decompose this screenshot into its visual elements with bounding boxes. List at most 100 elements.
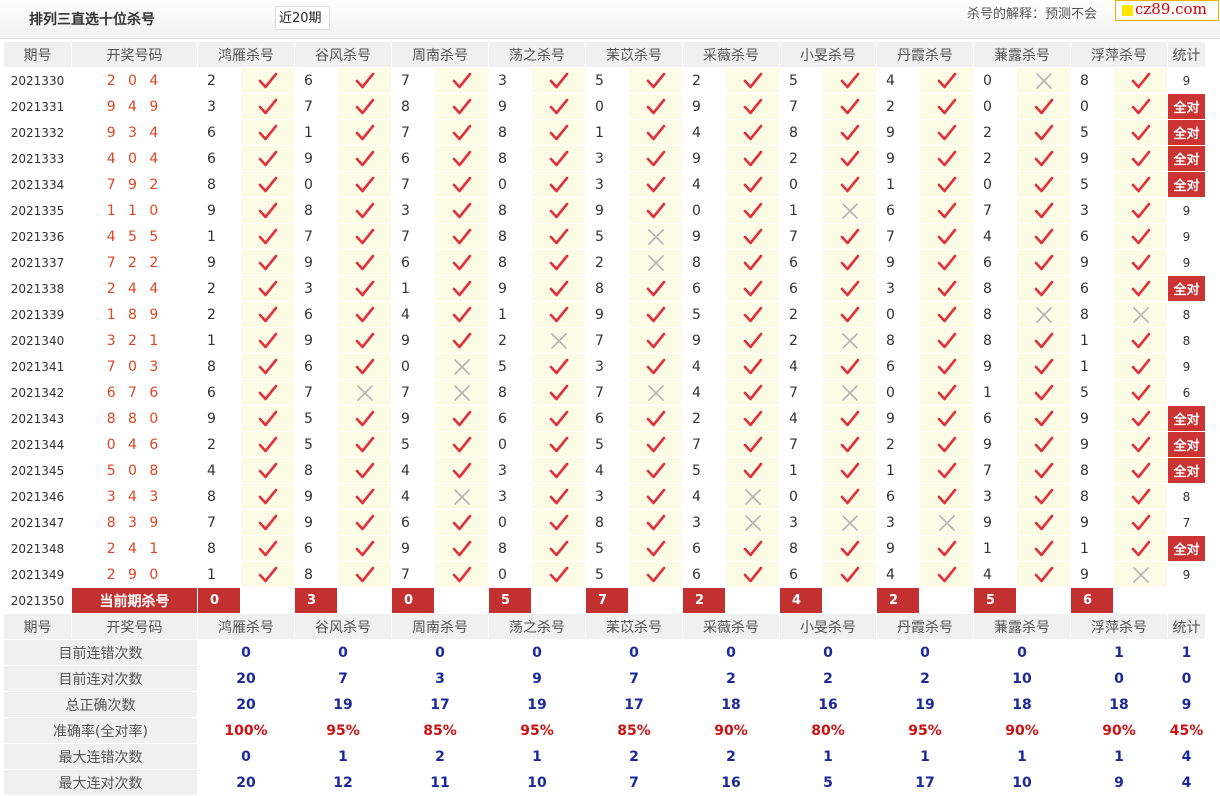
draw-number: 2 9 0 bbox=[71, 561, 198, 588]
kill-number: 2 bbox=[779, 327, 823, 354]
check-icon bbox=[840, 358, 859, 374]
result-mark bbox=[531, 509, 586, 536]
kill-number: 4 bbox=[779, 405, 823, 432]
result-mark bbox=[434, 535, 489, 562]
summary-value: 0 bbox=[1167, 665, 1206, 692]
check-icon bbox=[258, 124, 277, 140]
check-icon bbox=[646, 514, 665, 530]
result-mark bbox=[919, 405, 974, 432]
result-mark bbox=[531, 171, 586, 198]
kill-number: 6 bbox=[682, 535, 726, 562]
kill-number: 8 bbox=[197, 535, 241, 562]
draw-number: 8 3 9 bbox=[71, 509, 198, 536]
summary-value: 85% bbox=[391, 717, 489, 744]
check-icon bbox=[840, 124, 859, 140]
summary-value: 17 bbox=[391, 691, 489, 718]
summary-value: 2 bbox=[876, 665, 974, 692]
summary-value: 7 bbox=[585, 665, 683, 692]
result-mark bbox=[434, 197, 489, 224]
kill-number: 1 bbox=[197, 561, 241, 588]
summary-label: 总正确次数 bbox=[3, 691, 198, 718]
draw-number: 0 4 6 bbox=[71, 431, 198, 458]
check-icon bbox=[840, 410, 859, 426]
result-mark bbox=[240, 119, 295, 146]
check-icon bbox=[355, 150, 374, 166]
issue-number: 2021342 bbox=[3, 379, 72, 406]
kill-number: 1 bbox=[779, 197, 823, 224]
kill-number: 2 bbox=[779, 145, 823, 172]
kill-number: 6 bbox=[1070, 275, 1114, 302]
result-mark bbox=[240, 431, 295, 458]
result-mark bbox=[919, 145, 974, 172]
kill-number: 6 bbox=[876, 483, 920, 510]
current-kill-spacer bbox=[434, 587, 489, 614]
result-mark bbox=[725, 119, 780, 146]
kill-number: 4 bbox=[391, 483, 435, 510]
check-icon bbox=[937, 332, 956, 348]
draw-number: 8 8 0 bbox=[71, 405, 198, 432]
result-mark bbox=[434, 145, 489, 172]
kill-number: 4 bbox=[682, 483, 726, 510]
kill-number: 9 bbox=[682, 223, 726, 250]
site-logo[interactable]: cz89.com bbox=[1115, 0, 1219, 21]
current-kill-number: 0 bbox=[391, 587, 435, 614]
kill-number: 5 bbox=[294, 405, 338, 432]
kill-number: 8 bbox=[1070, 457, 1114, 484]
kill-number: 3 bbox=[682, 509, 726, 536]
kill-number: 6 bbox=[391, 509, 435, 536]
kill-number: 5 bbox=[1070, 119, 1114, 146]
kill-number: 1 bbox=[973, 535, 1017, 562]
check-icon bbox=[1131, 72, 1150, 88]
kill-number: 9 bbox=[876, 405, 920, 432]
check-icon bbox=[743, 124, 762, 140]
result-mark bbox=[725, 457, 780, 484]
kill-number: 7 bbox=[391, 379, 435, 406]
result-mark bbox=[531, 327, 586, 354]
kill-number: 0 bbox=[779, 483, 823, 510]
result-mark bbox=[337, 561, 392, 588]
kill-number: 6 bbox=[682, 561, 726, 588]
col-issue-header: 期号 bbox=[3, 613, 72, 640]
check-icon bbox=[937, 436, 956, 452]
summary-value: 2 bbox=[779, 665, 877, 692]
summary-value: 18 bbox=[1070, 691, 1168, 718]
row-stat: 9 bbox=[1167, 353, 1206, 380]
summary-value: 10 bbox=[973, 665, 1071, 692]
result-mark bbox=[919, 431, 974, 458]
kill-number: 6 bbox=[973, 405, 1017, 432]
check-icon bbox=[452, 410, 471, 426]
col-expert-header: 丹霞杀号 bbox=[876, 41, 974, 68]
result-mark bbox=[1016, 119, 1071, 146]
explain-text: 杀号的解释：预测不会 bbox=[967, 7, 1098, 22]
result-mark bbox=[1113, 171, 1168, 198]
result-mark bbox=[434, 457, 489, 484]
kill-number: 9 bbox=[294, 249, 338, 276]
cross-icon bbox=[1132, 566, 1149, 583]
check-icon bbox=[258, 462, 277, 478]
kill-number: 6 bbox=[585, 405, 629, 432]
kill-number: 6 bbox=[488, 405, 532, 432]
kill-number: 6 bbox=[294, 301, 338, 328]
current-kill-spacer bbox=[337, 587, 392, 614]
summary-value: 2 bbox=[682, 665, 780, 692]
row-stat: 9 bbox=[1167, 223, 1206, 250]
result-mark bbox=[919, 353, 974, 380]
result-mark bbox=[628, 561, 683, 588]
top-bar: 排列三直选十位杀号 近20期 杀号的解释：预测不会 cz89.com bbox=[0, 0, 1220, 39]
col-draw-header: 开奖号码 bbox=[71, 613, 198, 640]
result-mark bbox=[822, 249, 877, 276]
check-icon bbox=[1034, 280, 1053, 296]
row-stat: 全对 bbox=[1167, 535, 1206, 562]
draw-number: 3 4 3 bbox=[71, 483, 198, 510]
period-select[interactable]: 近20期 bbox=[275, 6, 330, 30]
summary-row: 目前连对次数 20 7 3 9 7 2 2 2 10 0 0 bbox=[3, 665, 1206, 692]
kill-number: 1 bbox=[1070, 535, 1114, 562]
current-label: 当前期杀号 bbox=[71, 587, 198, 614]
result-mark bbox=[628, 301, 683, 328]
check-icon bbox=[1131, 176, 1150, 192]
result-mark bbox=[434, 327, 489, 354]
draw-number: 7 0 3 bbox=[71, 353, 198, 380]
check-icon bbox=[840, 176, 859, 192]
result-mark bbox=[822, 535, 877, 562]
